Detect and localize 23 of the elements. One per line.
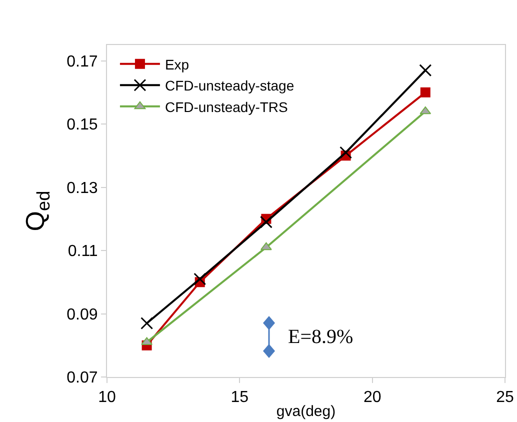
x-tick-label: 25: [496, 389, 514, 406]
point: [420, 87, 430, 98]
point: [260, 216, 272, 228]
x-tick-label: 15: [230, 389, 249, 406]
legend-label: CFD-unsteady-TRS: [164, 98, 288, 115]
x-tick-label: 20: [363, 389, 382, 406]
point: [419, 64, 432, 77]
y-tick-label: 0.17: [66, 53, 98, 70]
point: [340, 146, 352, 159]
point: [420, 106, 432, 114]
point: [260, 242, 272, 250]
x-axis-title: gva(deg): [276, 403, 336, 420]
legend-label: CFD-unsteady-stage: [164, 78, 294, 94]
y-tick-label: 0.11: [68, 243, 98, 260]
point: [140, 317, 154, 330]
y-tick-label: 0.15: [66, 116, 98, 134]
annotation: E=8.9%: [288, 326, 354, 348]
y-tick-label: 0.07: [66, 370, 98, 387]
x-tick-label: 10: [98, 389, 116, 406]
y-tick-label: 0.13: [66, 180, 98, 197]
legend-label: Exp: [164, 56, 190, 72]
point: [194, 272, 206, 286]
y-tick-label: 0.09: [66, 306, 98, 324]
